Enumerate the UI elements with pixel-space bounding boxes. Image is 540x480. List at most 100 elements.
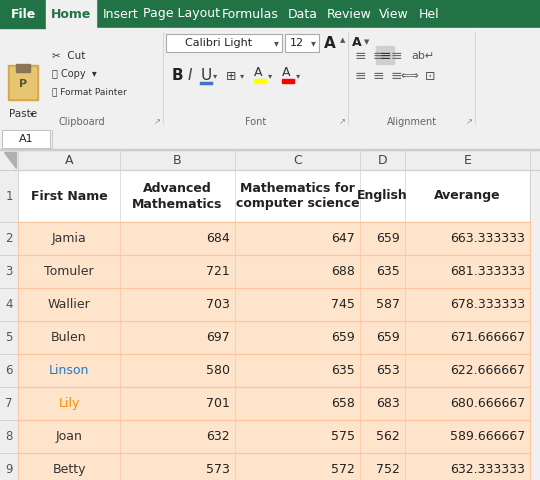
Bar xyxy=(0,0,46,28)
Bar xyxy=(360,321,405,354)
Text: Home: Home xyxy=(51,8,91,21)
Text: ⊡: ⊡ xyxy=(425,70,435,83)
Bar xyxy=(120,255,235,288)
Bar xyxy=(0,0,540,28)
Text: Wallier: Wallier xyxy=(48,298,90,311)
Bar xyxy=(360,150,405,170)
FancyBboxPatch shape xyxy=(285,34,319,52)
Bar xyxy=(0,321,18,354)
Text: 659: 659 xyxy=(331,331,355,344)
Bar xyxy=(120,222,235,255)
Text: Jamia: Jamia xyxy=(52,232,86,245)
Bar xyxy=(360,288,405,321)
Bar xyxy=(360,420,405,453)
Text: ab↵: ab↵ xyxy=(411,51,435,61)
Bar xyxy=(360,354,405,387)
Text: ↗: ↗ xyxy=(465,118,472,127)
Bar xyxy=(235,150,360,170)
Bar xyxy=(405,420,530,453)
Text: 9: 9 xyxy=(5,463,13,476)
Text: 2: 2 xyxy=(5,232,13,245)
Text: ≡: ≡ xyxy=(372,49,384,63)
Text: Joan: Joan xyxy=(56,430,83,443)
Text: Clipboard: Clipboard xyxy=(58,117,105,127)
Bar xyxy=(120,288,235,321)
Text: 663.333333: 663.333333 xyxy=(450,232,525,245)
Polygon shape xyxy=(4,152,16,168)
Bar xyxy=(405,255,530,288)
Text: View: View xyxy=(379,8,409,21)
Text: A: A xyxy=(324,36,336,50)
Text: Review: Review xyxy=(327,8,372,21)
Bar xyxy=(0,387,18,420)
Text: 647: 647 xyxy=(331,232,355,245)
Text: 745: 745 xyxy=(331,298,355,311)
Text: File: File xyxy=(10,8,36,21)
Bar xyxy=(235,453,360,480)
Bar xyxy=(0,354,18,387)
Text: 5: 5 xyxy=(5,331,12,344)
Bar xyxy=(18,354,120,387)
Text: U: U xyxy=(201,69,212,84)
Bar xyxy=(360,170,405,222)
Text: 703: 703 xyxy=(206,298,230,311)
Text: Insert: Insert xyxy=(103,8,138,21)
Bar xyxy=(18,321,120,354)
Bar xyxy=(18,170,120,222)
Text: 721: 721 xyxy=(206,265,230,278)
Bar xyxy=(18,453,120,480)
Text: 671.666667: 671.666667 xyxy=(450,331,525,344)
Bar xyxy=(0,222,18,255)
Text: Tomuler: Tomuler xyxy=(44,265,94,278)
Text: 🖌 Format Painter: 🖌 Format Painter xyxy=(52,87,127,96)
Text: 6: 6 xyxy=(5,364,13,377)
Bar xyxy=(405,170,530,222)
Text: Mathematics for
computer science: Mathematics for computer science xyxy=(235,181,359,211)
Text: 680.666667: 680.666667 xyxy=(450,397,525,410)
Text: ▾: ▾ xyxy=(310,38,315,48)
Bar xyxy=(360,453,405,480)
Bar xyxy=(120,354,235,387)
Bar xyxy=(0,150,540,170)
Text: 562: 562 xyxy=(376,430,400,443)
Text: A: A xyxy=(352,36,362,49)
Text: 632.333333: 632.333333 xyxy=(450,463,525,476)
Text: ≡: ≡ xyxy=(390,49,402,63)
Bar xyxy=(405,222,530,255)
Text: 635: 635 xyxy=(376,265,400,278)
Text: 658: 658 xyxy=(331,397,355,410)
Bar xyxy=(0,255,18,288)
FancyBboxPatch shape xyxy=(2,130,50,148)
Text: C: C xyxy=(293,154,302,167)
Text: 587: 587 xyxy=(376,298,400,311)
Bar xyxy=(18,150,120,170)
Text: 575: 575 xyxy=(331,430,355,443)
Bar xyxy=(405,387,530,420)
Text: 752: 752 xyxy=(376,463,400,476)
Bar xyxy=(235,354,360,387)
Bar xyxy=(18,222,120,255)
Bar xyxy=(0,288,18,321)
Text: A: A xyxy=(282,67,291,80)
Bar xyxy=(360,387,405,420)
Text: Bulen: Bulen xyxy=(51,331,87,344)
Text: English: English xyxy=(357,190,408,203)
Bar xyxy=(0,28,540,128)
FancyBboxPatch shape xyxy=(166,34,282,52)
Text: Advanced
Mathematics: Advanced Mathematics xyxy=(132,181,222,211)
Text: 701: 701 xyxy=(206,397,230,410)
Text: A: A xyxy=(65,154,73,167)
Text: B: B xyxy=(173,154,182,167)
Text: 683: 683 xyxy=(376,397,400,410)
Text: 688: 688 xyxy=(331,265,355,278)
Bar xyxy=(18,288,120,321)
Bar xyxy=(18,420,120,453)
Text: 697: 697 xyxy=(206,331,230,344)
Text: 3: 3 xyxy=(5,265,12,278)
Text: ≡: ≡ xyxy=(354,49,366,63)
Bar xyxy=(16,64,30,72)
Text: 4: 4 xyxy=(5,298,13,311)
Bar xyxy=(405,453,530,480)
Text: Alignment: Alignment xyxy=(387,117,436,127)
Text: Linson: Linson xyxy=(49,364,89,377)
